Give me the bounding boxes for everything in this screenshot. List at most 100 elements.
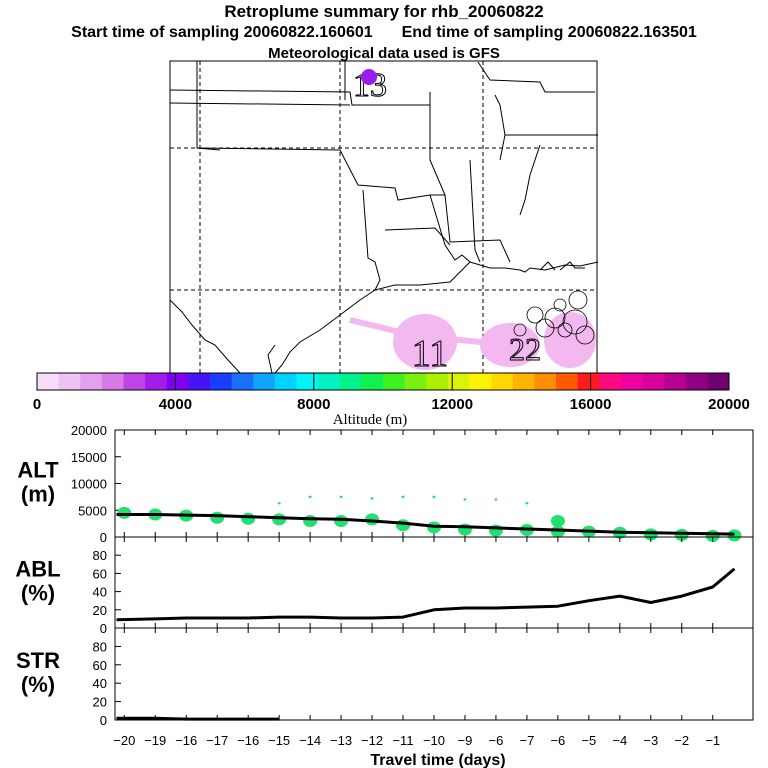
y-tick-label: 60: [93, 566, 107, 581]
colorbar-swatch: [166, 373, 189, 390]
colorbar-swatch: [318, 373, 341, 390]
end-time-label: End time of sampling 20060822.163501: [401, 24, 697, 41]
x-tick-label: −3: [643, 733, 658, 748]
start-time-label: Start time of sampling 20060822.160601: [71, 24, 373, 41]
colorbar-swatch: [101, 373, 124, 390]
x-tick-label: −1: [705, 733, 720, 748]
plume-day-label: 11: [412, 333, 449, 375]
panel-abl: 0 20 40 60 80 ABL(%): [15, 536, 754, 636]
scatter-point: [525, 502, 529, 505]
scatter-point: [401, 495, 405, 499]
panel-alt: 0 5000 10000 15000 20000 ALT(m): [17, 423, 754, 545]
timeseries-panels: 05000100001500020000ALT(m)020406080ABL(%…: [15, 423, 754, 768]
y-tick-label: 20: [93, 695, 107, 710]
source-marker: [361, 69, 377, 85]
colorbar-swatch: [253, 373, 276, 390]
x-tick-label: −7: [519, 733, 534, 748]
panel-ylabel: ALT: [17, 458, 59, 483]
x-tick-label: −20: [113, 733, 135, 748]
state-borders: [169, 61, 599, 374]
colorbar-tick-label: 8000: [297, 396, 330, 413]
colorbar-tick-label: 12000: [431, 396, 473, 413]
colorbar-swatch: [145, 373, 168, 390]
y-tick-label: 80: [93, 548, 107, 563]
colorbar-swatch: [491, 373, 514, 390]
y-tick-label: 5000: [78, 503, 107, 518]
y-tick-label: 0: [100, 621, 107, 636]
y-tick-label: 80: [93, 639, 107, 654]
plume-blob: [393, 314, 457, 370]
x-tick-label: −13: [330, 733, 352, 748]
scatter-point: [117, 506, 132, 519]
colorbar-swatch: [339, 373, 362, 390]
panel-ylabel: (%): [21, 672, 55, 697]
y-tick-label: 10000: [71, 477, 107, 492]
colorbar-tick-label: 20000: [708, 396, 750, 413]
scatter-point: [303, 514, 318, 527]
scatter-point: [550, 514, 565, 527]
panel-ylabel: ABL: [15, 557, 60, 582]
series-line-abl: [116, 567, 736, 622]
colorbar-swatch: [620, 373, 643, 390]
series-line-alt: [116, 513, 735, 536]
plume-contour: [526, 306, 544, 324]
plume-day-label: 22: [509, 331, 541, 367]
colorbar-swatch: [188, 373, 211, 390]
x-tick-label: −4: [612, 733, 627, 748]
y-tick-label: 40: [93, 585, 107, 600]
plume-contour: [513, 323, 527, 337]
colorbar-tick-label: 16000: [570, 396, 612, 413]
y-tick-label: 20000: [71, 423, 107, 438]
colorbar-swatch: [404, 373, 427, 390]
colorbar-swatch: [447, 373, 470, 390]
colorbar-tick-label: 4000: [159, 396, 192, 413]
colorbar-swatch: [274, 373, 297, 390]
plume-contour: [553, 298, 567, 312]
colorbar-swatch: [469, 373, 492, 390]
scatter-point: [432, 495, 436, 499]
x-tick-label: −6: [489, 733, 504, 748]
colorbar-swatch: [210, 373, 233, 390]
plume-contour: [568, 290, 588, 310]
plume-blob: [544, 312, 596, 368]
altitude-colorbar: 0 4000 8000 12000 16000 20000: [33, 372, 750, 413]
scatter-point: [370, 497, 374, 500]
colorbar-swatch: [231, 373, 254, 390]
colorbar-swatch: [123, 373, 146, 390]
scatter-point: [396, 519, 411, 532]
y-tick-label: 40: [93, 676, 107, 691]
colorbar-swatch: [296, 373, 319, 390]
x-tick-label: −16: [237, 733, 259, 748]
plume-contour: [575, 325, 595, 345]
x-tick-label: −2: [674, 733, 689, 748]
met-data-label: Meteorological data used is GFS: [268, 45, 500, 62]
colorbar-swatch: [58, 373, 81, 390]
scatter-point: [210, 511, 225, 524]
panel-ylabel: (m): [21, 482, 55, 507]
colorbar-swatch: [37, 373, 60, 390]
scatter-point: [308, 495, 312, 499]
plume-contour: [557, 322, 573, 338]
plume-blob: [480, 323, 540, 367]
y-tick-label: 60: [93, 658, 107, 673]
x-tick-label: −9: [458, 733, 473, 748]
colorbar-swatch: [512, 373, 535, 390]
x-tick-label: −6: [550, 733, 565, 748]
x-tick-label: −15: [268, 733, 290, 748]
panel-frame: [114, 429, 754, 538]
colorbar-label: Altitude (m): [333, 412, 408, 428]
sampling-times: Start time of sampling 20060822.160601 E…: [0, 24, 768, 42]
colorbar-swatch: [426, 373, 449, 390]
x-tick-label: −10: [423, 733, 445, 748]
colorbar-swatch: [383, 373, 406, 390]
colorbar-frame: [36, 372, 730, 391]
scatter-point: [241, 512, 256, 525]
colorbar-swatch: [534, 373, 557, 390]
colorbar-swatch: [642, 373, 665, 390]
x-tick-label: −16: [175, 733, 197, 748]
colorbar-swatch: [685, 373, 708, 390]
x-tick-label: −5: [581, 733, 596, 748]
scatter-point: [494, 498, 498, 501]
